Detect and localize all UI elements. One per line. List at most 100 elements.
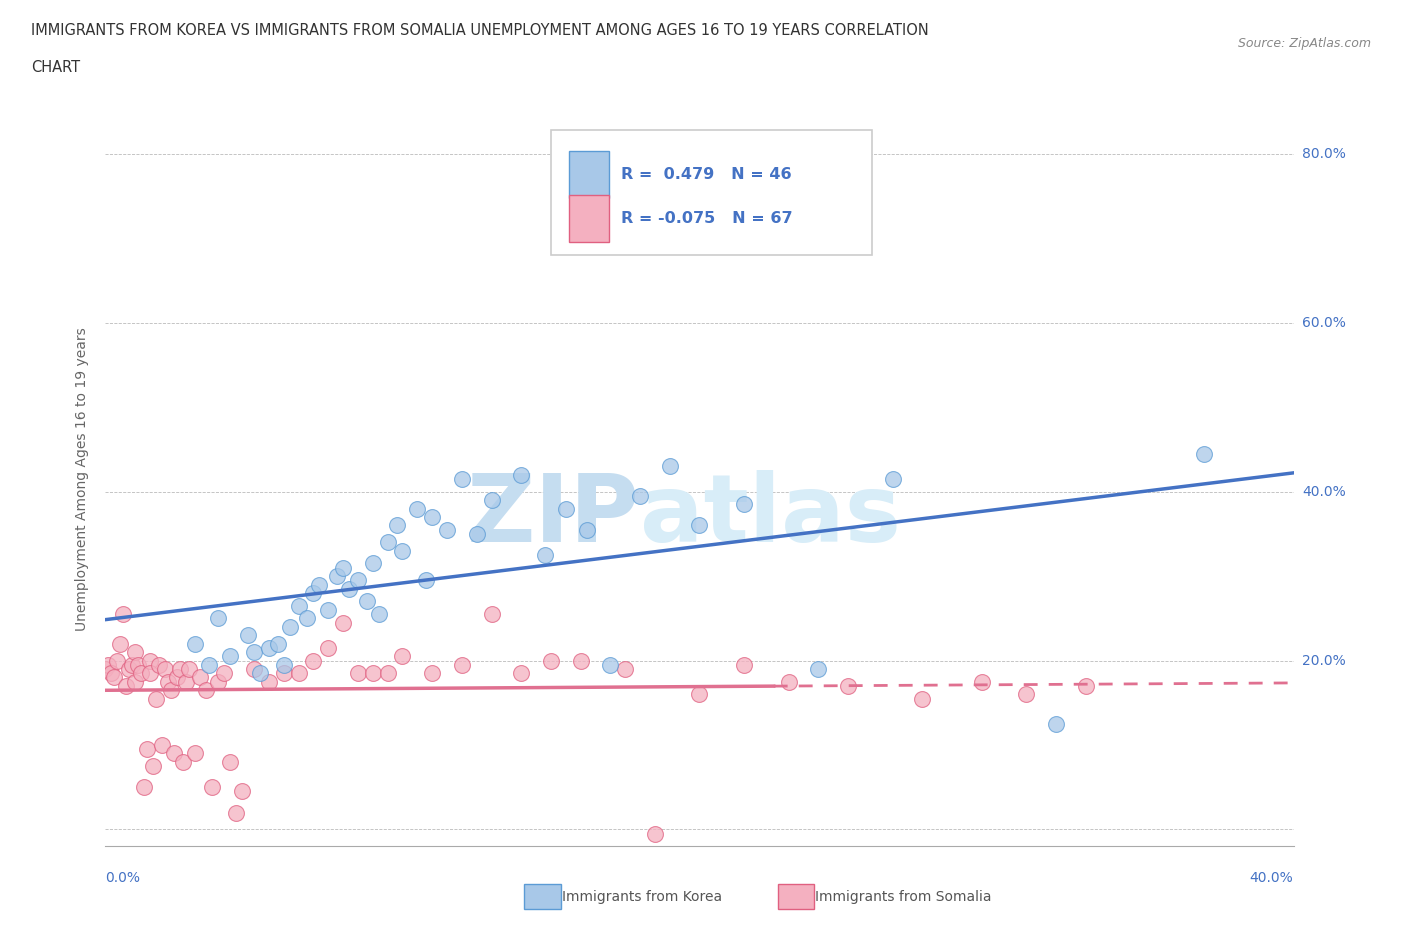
Point — [177, 661, 200, 676]
Point — [150, 737, 173, 752]
Point — [1045, 716, 1067, 731]
Point — [124, 644, 146, 659]
Point — [198, 658, 221, 672]
Point — [689, 518, 711, 533]
Point — [129, 666, 152, 681]
Point — [481, 606, 503, 621]
Text: 40.0%: 40.0% — [1302, 485, 1346, 498]
FancyBboxPatch shape — [569, 151, 609, 197]
Point — [377, 535, 399, 550]
Point — [183, 746, 205, 761]
Point — [118, 661, 141, 676]
Point — [778, 674, 800, 689]
Point — [367, 606, 389, 621]
Point — [273, 658, 295, 672]
Point — [644, 826, 666, 841]
Point — [207, 611, 229, 626]
Point — [195, 683, 218, 698]
Point — [110, 636, 132, 651]
Point — [436, 522, 458, 537]
Text: Immigrants from Somalia: Immigrants from Somalia — [815, 889, 993, 904]
Point — [361, 556, 384, 571]
Point — [326, 568, 349, 583]
Text: IMMIGRANTS FROM KOREA VS IMMIGRANTS FROM SOMALIA UNEMPLOYMENT AMONG AGES 16 TO 1: IMMIGRANTS FROM KOREA VS IMMIGRANTS FROM… — [31, 23, 929, 38]
Point — [163, 746, 186, 761]
Point — [450, 472, 472, 486]
Point — [807, 661, 830, 676]
Point — [347, 573, 370, 588]
Point — [249, 666, 271, 681]
Point — [105, 653, 128, 668]
Point — [332, 615, 354, 630]
FancyBboxPatch shape — [569, 194, 609, 242]
Point — [231, 784, 253, 799]
Point — [287, 598, 309, 613]
Point — [156, 674, 179, 689]
Point — [169, 661, 191, 676]
Point — [121, 658, 143, 672]
Point — [257, 674, 280, 689]
Point — [385, 518, 408, 533]
Text: 40.0%: 40.0% — [1250, 871, 1294, 885]
Point — [733, 497, 755, 512]
Point — [391, 649, 413, 664]
Point — [100, 666, 122, 681]
Point — [267, 636, 290, 651]
Point — [257, 641, 280, 656]
Point — [172, 754, 194, 769]
Point — [347, 666, 370, 681]
Point — [481, 493, 503, 508]
Point — [689, 687, 711, 702]
Point — [510, 666, 533, 681]
Point — [415, 573, 437, 588]
Point — [465, 526, 488, 541]
Point — [575, 522, 598, 537]
Point — [540, 653, 562, 668]
Text: R = -0.075   N = 67: R = -0.075 N = 67 — [621, 210, 793, 226]
FancyBboxPatch shape — [551, 130, 872, 255]
Point — [837, 678, 859, 693]
Y-axis label: Unemployment Among Ages 16 to 19 years: Unemployment Among Ages 16 to 19 years — [76, 327, 90, 631]
Point — [302, 653, 325, 668]
Point — [337, 581, 360, 596]
Point — [219, 649, 242, 664]
Point — [190, 670, 212, 684]
Point — [733, 658, 755, 672]
Point — [361, 666, 384, 681]
Point — [658, 458, 681, 473]
Point — [166, 670, 188, 684]
Point — [214, 666, 236, 681]
Text: atlas: atlas — [640, 470, 901, 562]
Point — [103, 670, 125, 684]
Point — [243, 644, 266, 659]
Point — [1074, 678, 1097, 693]
Text: 60.0%: 60.0% — [1302, 315, 1346, 330]
Text: Immigrants from Korea: Immigrants from Korea — [562, 889, 723, 904]
Point — [207, 674, 229, 689]
Point — [159, 683, 181, 698]
Text: ZIP: ZIP — [467, 470, 640, 562]
Text: CHART: CHART — [31, 60, 80, 75]
Point — [132, 779, 155, 794]
Point — [1194, 446, 1216, 461]
Point — [316, 641, 339, 656]
Point — [599, 658, 621, 672]
Point — [115, 678, 138, 693]
Point — [391, 543, 413, 558]
Point — [112, 606, 135, 621]
Point — [273, 666, 295, 681]
Point — [628, 488, 651, 503]
Point — [139, 666, 162, 681]
Point — [136, 742, 159, 757]
Point — [450, 658, 472, 672]
Point — [97, 658, 120, 672]
Point — [420, 666, 443, 681]
Point — [243, 661, 266, 676]
Point — [1015, 687, 1038, 702]
Point — [510, 467, 533, 482]
Text: 80.0%: 80.0% — [1302, 147, 1346, 161]
Point — [219, 754, 242, 769]
Point — [308, 578, 330, 592]
Point — [201, 779, 224, 794]
Point — [911, 691, 934, 706]
